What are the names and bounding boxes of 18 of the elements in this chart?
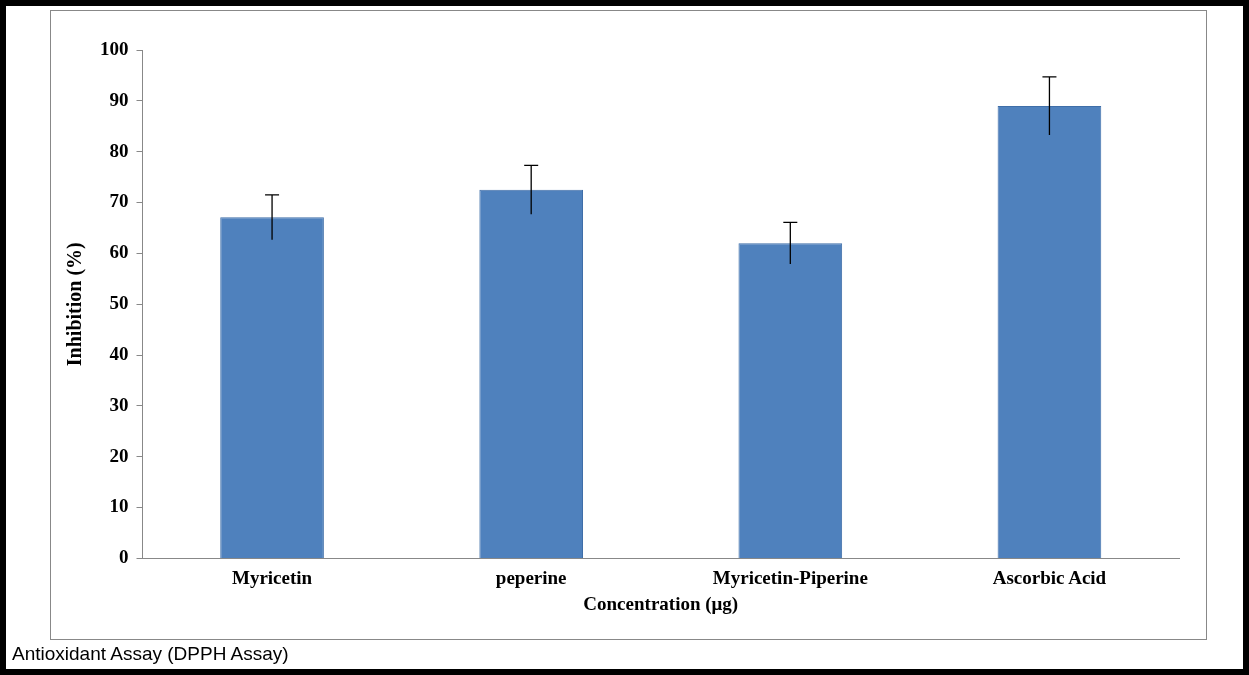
text: Antioxidant Assay (DPPH Assay) bbox=[12, 643, 289, 665]
x-tick-label: Myricetin bbox=[231, 566, 313, 588]
x-tick-label: Myricetin-Piperine bbox=[712, 566, 868, 588]
x-tick-label: Ascorbic Acid bbox=[992, 566, 1107, 588]
y-tick-label: 100 bbox=[100, 37, 129, 59]
y-tick-label: 30 bbox=[109, 393, 129, 415]
y-axis-title: Inhibition (%) bbox=[63, 242, 87, 367]
y-tick-label: 10 bbox=[109, 495, 129, 517]
y-tick-label: 90 bbox=[109, 88, 129, 110]
y-tick-label: 70 bbox=[109, 190, 129, 212]
x-axis-title: Concentration (μg) bbox=[583, 592, 739, 615]
y-tick-label: 50 bbox=[109, 292, 129, 314]
y-tick-label: 80 bbox=[109, 139, 129, 161]
x-tick-label: peperine bbox=[495, 566, 567, 588]
y-tick-label: 40 bbox=[109, 342, 129, 364]
y-tick-label: 20 bbox=[109, 444, 129, 466]
y-tick-label: 60 bbox=[109, 241, 129, 263]
y-tick-label: 0 bbox=[119, 546, 129, 568]
